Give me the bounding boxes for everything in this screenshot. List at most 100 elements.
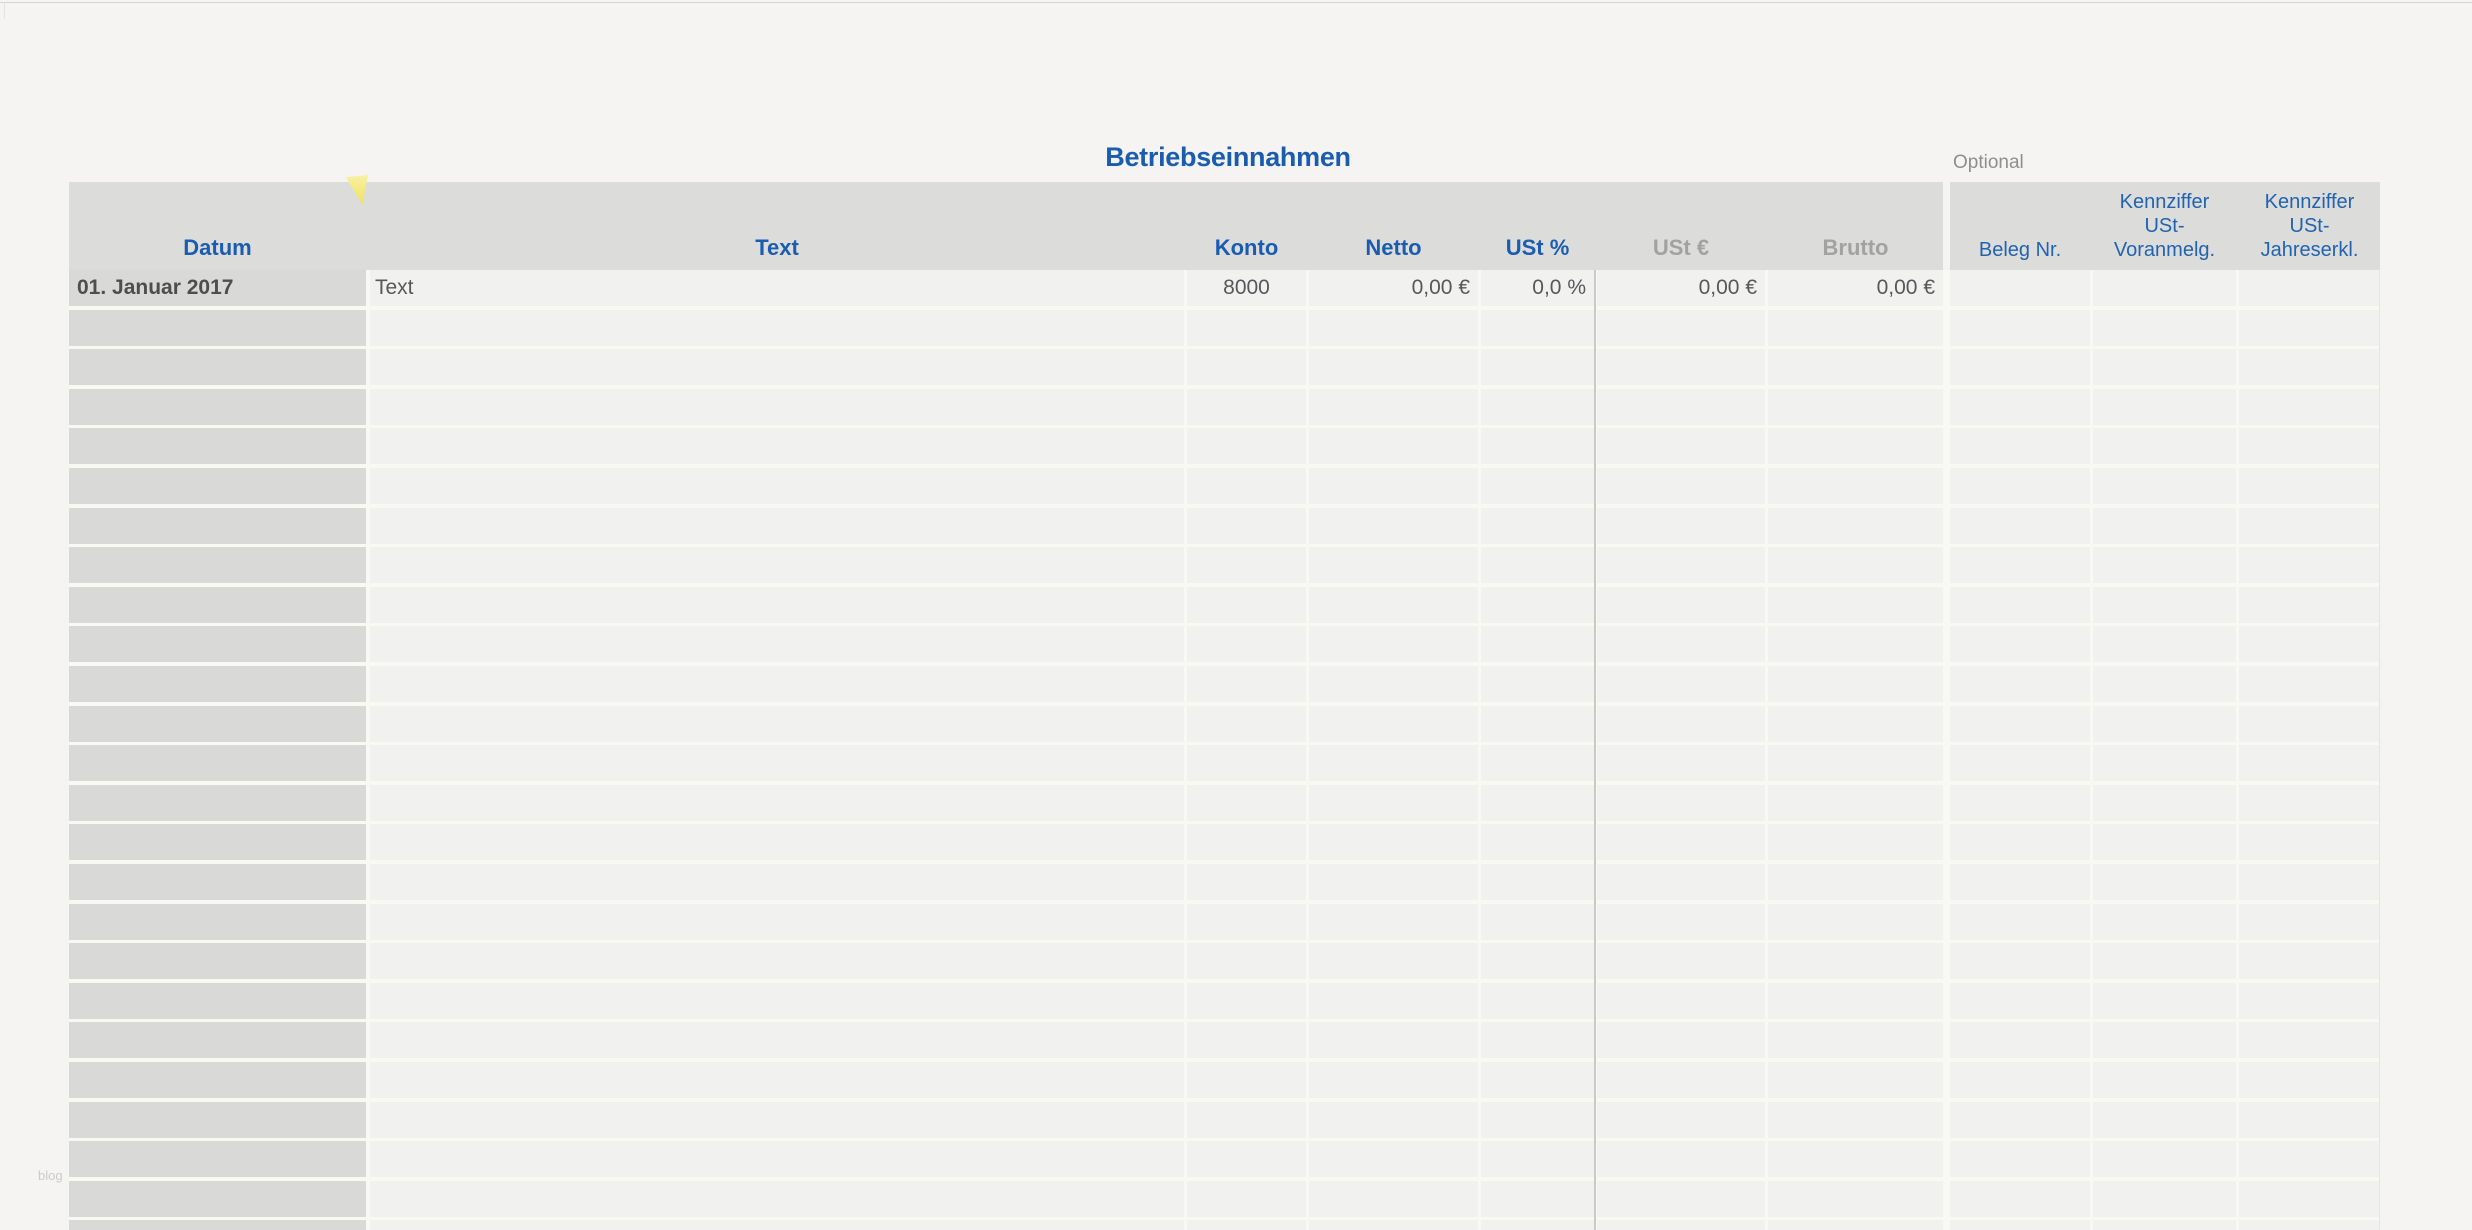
cell-datum[interactable] xyxy=(69,666,366,702)
cell-datum[interactable] xyxy=(69,943,366,980)
cell-ust-prozent[interactable] xyxy=(1481,1101,1594,1138)
cell-kennziffer-jahreserklaerung[interactable] xyxy=(2239,309,2380,346)
cell-brutto[interactable] xyxy=(1768,824,1943,861)
cell-kennziffer-voranmeldung[interactable] xyxy=(2093,349,2236,386)
cell-brutto[interactable] xyxy=(1768,1022,1943,1059)
cell-kennziffer-jahreserklaerung[interactable] xyxy=(2239,705,2380,742)
cell-text[interactable] xyxy=(370,745,1184,782)
cell-ust-prozent[interactable] xyxy=(1481,1022,1594,1059)
cell-ust-prozent[interactable] xyxy=(1481,666,1594,702)
cell-konto[interactable] xyxy=(1187,1062,1306,1098)
cell-kennziffer-jahreserklaerung[interactable] xyxy=(2239,1220,2380,1230)
cell-konto[interactable] xyxy=(1187,1022,1306,1059)
cell-netto[interactable] xyxy=(1309,349,1478,386)
cell-kennziffer-jahreserklaerung[interactable] xyxy=(2239,982,2380,1019)
cell-kennziffer-voranmeldung[interactable] xyxy=(2093,1101,2236,1138)
cell-ust-euro[interactable] xyxy=(1597,507,1765,544)
cell-text[interactable] xyxy=(370,864,1184,900)
cell-text[interactable] xyxy=(370,982,1184,1019)
cell-kennziffer-voranmeldung[interactable] xyxy=(2093,666,2236,702)
cell-beleg-nr[interactable] xyxy=(1950,943,2090,980)
cell-konto[interactable] xyxy=(1187,428,1306,465)
cell-netto[interactable] xyxy=(1309,864,1478,900)
cell-ust-euro[interactable] xyxy=(1597,745,1765,782)
cell-konto[interactable] xyxy=(1187,388,1306,425)
cell-datum[interactable] xyxy=(69,1101,366,1138)
cell-kennziffer-voranmeldung[interactable] xyxy=(2093,428,2236,465)
cell-konto[interactable] xyxy=(1187,547,1306,584)
cell-brutto[interactable] xyxy=(1768,507,1943,544)
column-header-beleg-nr[interactable]: Beleg Nr. xyxy=(1978,239,2062,261)
cell-beleg-nr[interactable] xyxy=(1950,309,2090,346)
cell-netto[interactable] xyxy=(1309,745,1478,782)
cell-text[interactable] xyxy=(370,547,1184,584)
cell-konto[interactable] xyxy=(1187,1101,1306,1138)
cell-kennziffer-jahreserklaerung[interactable] xyxy=(2239,943,2380,980)
cell-datum[interactable] xyxy=(69,864,366,900)
cell-kennziffer-voranmeldung[interactable] xyxy=(2093,1022,2236,1059)
cell-beleg-nr[interactable] xyxy=(1950,705,2090,742)
cell-kennziffer-jahreserklaerung[interactable] xyxy=(2239,547,2380,584)
cell-konto[interactable] xyxy=(1187,982,1306,1019)
cell-ust-prozent[interactable] xyxy=(1481,626,1594,663)
cell-brutto[interactable] xyxy=(1768,1062,1943,1098)
cell-ust-euro[interactable] xyxy=(1597,547,1765,584)
cell-netto[interactable] xyxy=(1309,784,1478,821)
cell-beleg-nr[interactable] xyxy=(1950,784,2090,821)
cell-konto[interactable] xyxy=(1187,626,1306,663)
cell-ust-prozent[interactable] xyxy=(1481,705,1594,742)
column-header-brutto[interactable]: Brutto xyxy=(1822,235,1889,261)
cell-brutto[interactable] xyxy=(1768,547,1943,584)
column-header-kennziffer-jahreserklaerung[interactable]: Kennziffer USt- Jahreserkl. xyxy=(2260,191,2359,261)
cell-kennziffer-jahreserklaerung[interactable] xyxy=(2239,349,2380,386)
cell-kennziffer-jahreserklaerung[interactable] xyxy=(2239,864,2380,900)
cell-ust-prozent[interactable] xyxy=(1481,864,1594,900)
cell-kennziffer-jahreserklaerung[interactable] xyxy=(2239,1180,2380,1217)
cell-ust-prozent[interactable] xyxy=(1481,943,1594,980)
cell-brutto[interactable] xyxy=(1768,586,1943,623)
cell-konto[interactable] xyxy=(1187,1180,1306,1217)
cell-brutto[interactable]: 0,00 € xyxy=(1768,270,1943,306)
cell-datum[interactable] xyxy=(69,1141,366,1178)
cell-brutto[interactable] xyxy=(1768,388,1943,425)
cell-beleg-nr[interactable] xyxy=(1950,1062,2090,1098)
cell-datum[interactable] xyxy=(69,1022,366,1059)
cell-beleg-nr[interactable] xyxy=(1950,745,2090,782)
cell-kennziffer-jahreserklaerung[interactable] xyxy=(2239,270,2380,306)
cell-konto[interactable] xyxy=(1187,1220,1306,1230)
cell-netto[interactable] xyxy=(1309,626,1478,663)
cell-ust-prozent[interactable] xyxy=(1481,507,1594,544)
cell-netto[interactable] xyxy=(1309,1141,1478,1178)
column-header-ust-prozent[interactable]: USt % xyxy=(1505,235,1570,261)
cell-kennziffer-voranmeldung[interactable] xyxy=(2093,586,2236,623)
cell-brutto[interactable] xyxy=(1768,309,1943,346)
cell-datum[interactable] xyxy=(69,784,366,821)
cell-kennziffer-jahreserklaerung[interactable] xyxy=(2239,468,2380,504)
cell-datum[interactable] xyxy=(69,349,366,386)
cell-text[interactable] xyxy=(370,1062,1184,1098)
cell-kennziffer-jahreserklaerung[interactable] xyxy=(2239,428,2380,465)
column-header-konto[interactable]: Konto xyxy=(1214,235,1279,261)
cell-konto[interactable] xyxy=(1187,903,1306,940)
cell-konto[interactable]: 8000 xyxy=(1187,270,1306,306)
cell-text[interactable] xyxy=(370,388,1184,425)
column-header-ust-euro[interactable]: USt € xyxy=(1652,235,1710,261)
cell-netto[interactable] xyxy=(1309,507,1478,544)
cell-datum[interactable] xyxy=(69,1180,366,1217)
cell-ust-prozent[interactable] xyxy=(1481,428,1594,465)
cell-text[interactable] xyxy=(370,349,1184,386)
cell-ust-euro[interactable] xyxy=(1597,349,1765,386)
column-header-netto[interactable]: Netto xyxy=(1365,235,1422,261)
cell-konto[interactable] xyxy=(1187,864,1306,900)
cell-ust-prozent[interactable] xyxy=(1481,903,1594,940)
cell-datum[interactable] xyxy=(69,1062,366,1098)
cell-konto[interactable] xyxy=(1187,745,1306,782)
cell-brutto[interactable] xyxy=(1768,745,1943,782)
cell-datum[interactable] xyxy=(69,547,366,584)
cell-text[interactable] xyxy=(370,1101,1184,1138)
cell-netto[interactable] xyxy=(1309,982,1478,1019)
cell-ust-prozent[interactable] xyxy=(1481,1062,1594,1098)
cell-brutto[interactable] xyxy=(1768,349,1943,386)
cell-text[interactable] xyxy=(370,824,1184,861)
cell-ust-euro[interactable] xyxy=(1597,705,1765,742)
